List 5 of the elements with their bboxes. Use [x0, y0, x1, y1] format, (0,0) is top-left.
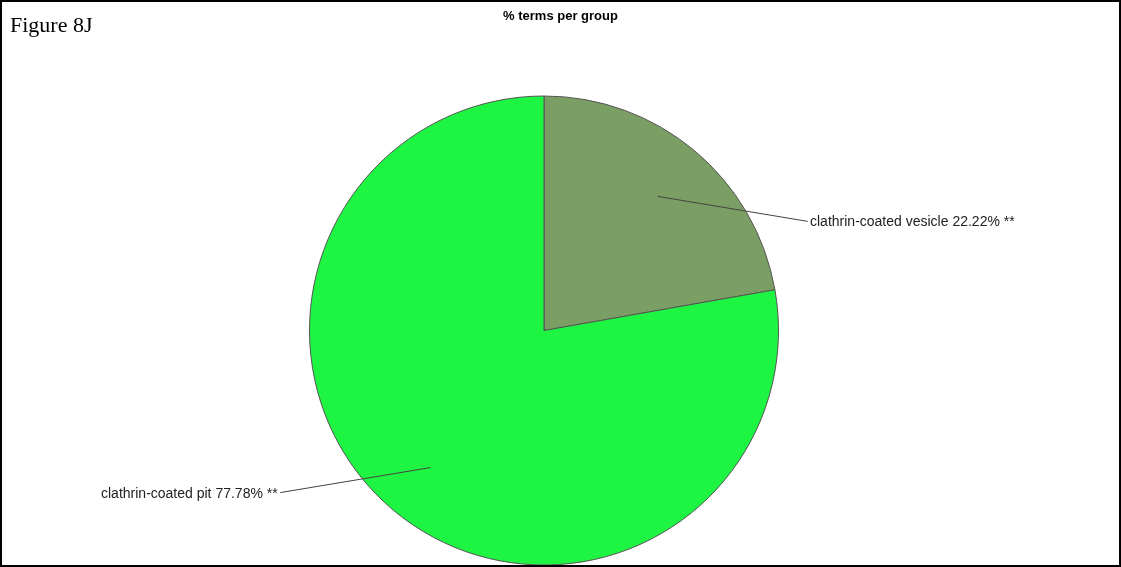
pie-slice: [309, 95, 779, 565]
slice-label: clathrin-coated pit 77.78% **: [101, 485, 279, 501]
caption: Figure 8J: [10, 12, 93, 37]
slice-label: clathrin-coated vesicle 22.22% **: [810, 213, 1016, 229]
chart-title: % terms per group: [503, 7, 618, 23]
